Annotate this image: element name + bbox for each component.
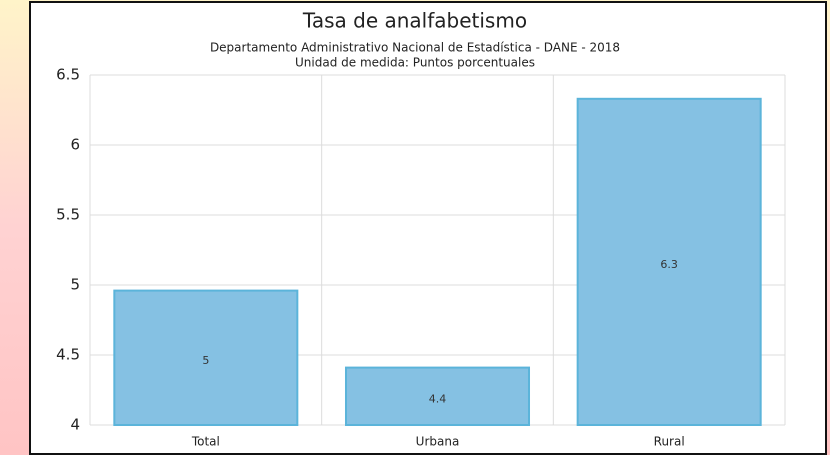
bar <box>344 366 531 427</box>
bar <box>113 289 299 426</box>
y-tick-label: 4.5 <box>56 346 80 364</box>
y-tick-label: 4 <box>70 416 80 434</box>
chart-title: Tasa de analfabetismo <box>302 9 527 33</box>
y-tick-label: 6 <box>70 136 80 154</box>
x-tick-label: Rural <box>654 435 685 449</box>
bar <box>576 97 762 427</box>
y-tick-label: 5 <box>70 276 80 294</box>
data-label: 6.3 <box>660 258 678 271</box>
y-tick-label: 6.5 <box>56 66 80 84</box>
chart-subtitle: Unidad de medida: Puntos porcentuales <box>295 56 535 70</box>
x-tick-label: Total <box>191 435 220 449</box>
y-tick-label: 5.5 <box>56 206 80 224</box>
chart-subtitle: Departamento Administrativo Nacional de … <box>210 41 620 55</box>
x-tick-label: Urbana <box>416 435 460 449</box>
data-label: 5 <box>202 354 209 367</box>
data-label: 4.4 <box>429 392 447 405</box>
